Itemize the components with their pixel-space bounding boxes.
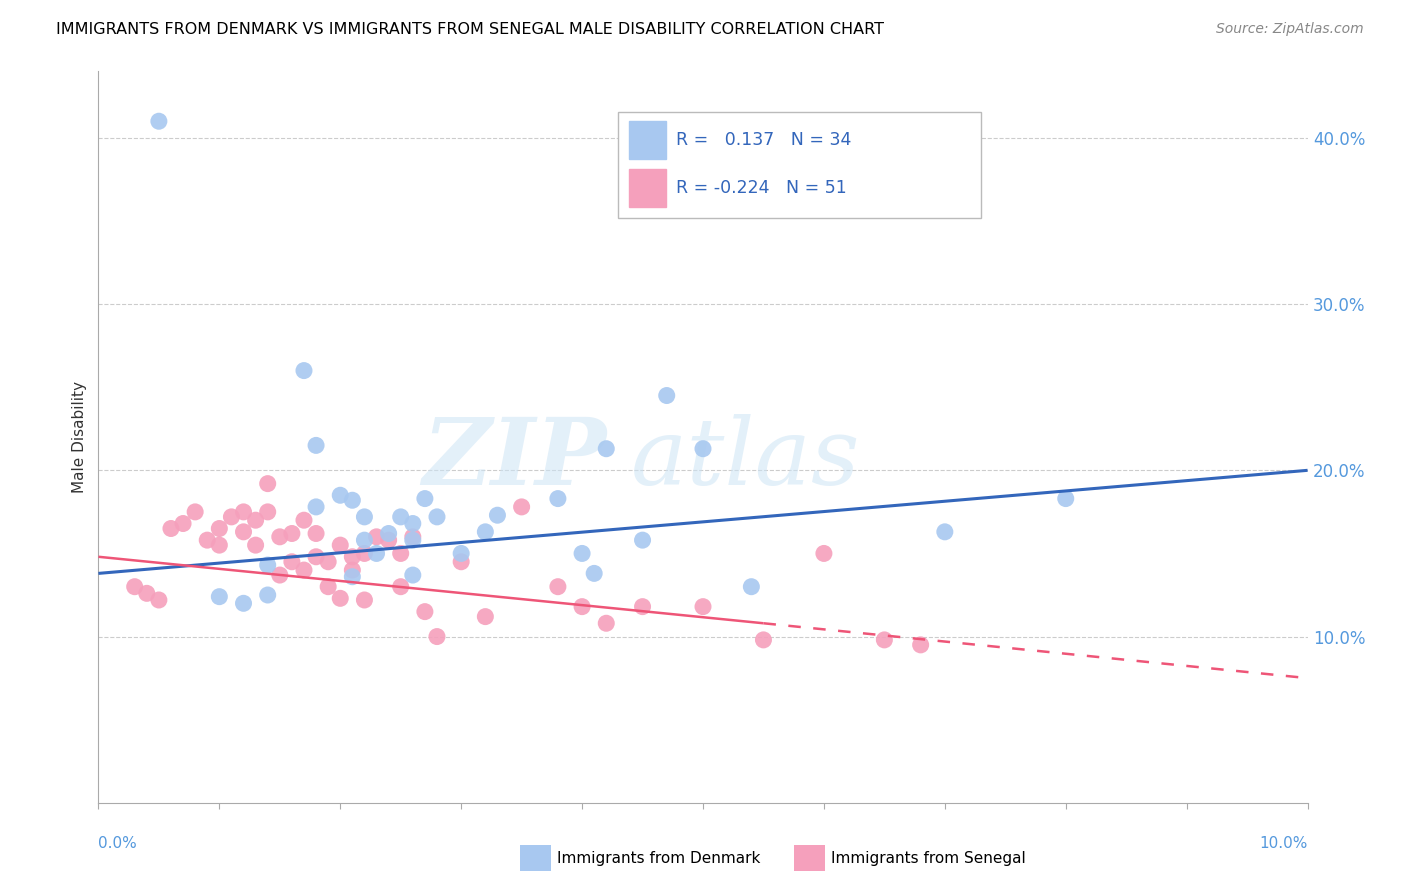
Point — [873, 632, 896, 647]
Point — [474, 609, 496, 624]
Point — [377, 526, 399, 541]
Point — [256, 588, 278, 602]
Point — [510, 500, 533, 514]
Point — [329, 488, 352, 502]
Point — [329, 591, 352, 606]
Point — [486, 508, 509, 523]
Point — [305, 549, 328, 564]
FancyBboxPatch shape — [619, 112, 981, 218]
Point — [208, 521, 231, 535]
Point — [353, 546, 375, 560]
Text: atlas: atlas — [630, 414, 860, 504]
Point — [221, 509, 243, 524]
Point — [316, 580, 339, 594]
FancyBboxPatch shape — [630, 121, 665, 160]
Point — [377, 533, 399, 548]
Point — [245, 538, 267, 552]
Point — [752, 632, 775, 647]
Point — [366, 546, 388, 560]
Text: Source: ZipAtlas.com: Source: ZipAtlas.com — [1216, 22, 1364, 37]
Point — [583, 566, 606, 581]
Point — [245, 513, 267, 527]
Point — [281, 555, 304, 569]
Point — [353, 593, 375, 607]
Point — [426, 509, 449, 524]
Point — [135, 586, 157, 600]
Point — [292, 513, 315, 527]
Point — [342, 570, 364, 584]
Point — [316, 555, 339, 569]
Point — [148, 593, 170, 607]
Point — [740, 580, 762, 594]
Text: Immigrants from Senegal: Immigrants from Senegal — [831, 851, 1026, 865]
Point — [450, 546, 472, 560]
Text: 0.0%: 0.0% — [98, 836, 138, 851]
Point — [281, 526, 304, 541]
Point — [172, 516, 194, 531]
Point — [208, 538, 231, 552]
Point — [353, 533, 375, 548]
Point — [256, 476, 278, 491]
Point — [269, 568, 291, 582]
Point — [160, 521, 183, 535]
Point — [342, 563, 364, 577]
Point — [305, 438, 328, 452]
Point — [547, 491, 569, 506]
Text: R = -0.224   N = 51: R = -0.224 N = 51 — [676, 179, 848, 197]
Point — [366, 530, 388, 544]
Point — [305, 526, 328, 541]
Point — [329, 538, 352, 552]
Point — [547, 580, 569, 594]
Point — [148, 114, 170, 128]
Point — [292, 363, 315, 377]
Point — [208, 590, 231, 604]
Y-axis label: Male Disability: Male Disability — [72, 381, 87, 493]
Point — [342, 493, 364, 508]
Text: R =   0.137   N = 34: R = 0.137 N = 34 — [676, 131, 852, 149]
Point — [413, 605, 436, 619]
Point — [389, 546, 412, 560]
Point — [571, 546, 593, 560]
Point — [269, 530, 291, 544]
Point — [342, 549, 364, 564]
Point — [595, 442, 617, 456]
Point — [402, 516, 425, 531]
Point — [292, 563, 315, 577]
Point — [305, 500, 328, 514]
Text: 10.0%: 10.0% — [1260, 836, 1308, 851]
Point — [813, 546, 835, 560]
Point — [124, 580, 146, 594]
Point — [692, 442, 714, 456]
Point — [232, 505, 254, 519]
Text: Immigrants from Denmark: Immigrants from Denmark — [557, 851, 761, 865]
Point — [256, 505, 278, 519]
Point — [631, 599, 654, 614]
Text: ZIP: ZIP — [422, 414, 606, 504]
Point — [232, 596, 254, 610]
Point — [195, 533, 218, 548]
Point — [256, 558, 278, 573]
Point — [402, 533, 425, 548]
Point — [571, 599, 593, 614]
Point — [353, 509, 375, 524]
Point — [184, 505, 207, 519]
Point — [910, 638, 932, 652]
FancyBboxPatch shape — [630, 169, 665, 207]
Point — [474, 524, 496, 539]
Point — [934, 524, 956, 539]
Point — [631, 533, 654, 548]
Point — [232, 524, 254, 539]
Point — [655, 388, 678, 402]
Point — [402, 530, 425, 544]
Point — [389, 580, 412, 594]
Point — [692, 599, 714, 614]
Point — [595, 616, 617, 631]
Point — [426, 630, 449, 644]
Text: IMMIGRANTS FROM DENMARK VS IMMIGRANTS FROM SENEGAL MALE DISABILITY CORRELATION C: IMMIGRANTS FROM DENMARK VS IMMIGRANTS FR… — [56, 22, 884, 37]
Point — [413, 491, 436, 506]
Point — [450, 555, 472, 569]
Point — [402, 568, 425, 582]
Point — [389, 509, 412, 524]
Point — [1054, 491, 1077, 506]
